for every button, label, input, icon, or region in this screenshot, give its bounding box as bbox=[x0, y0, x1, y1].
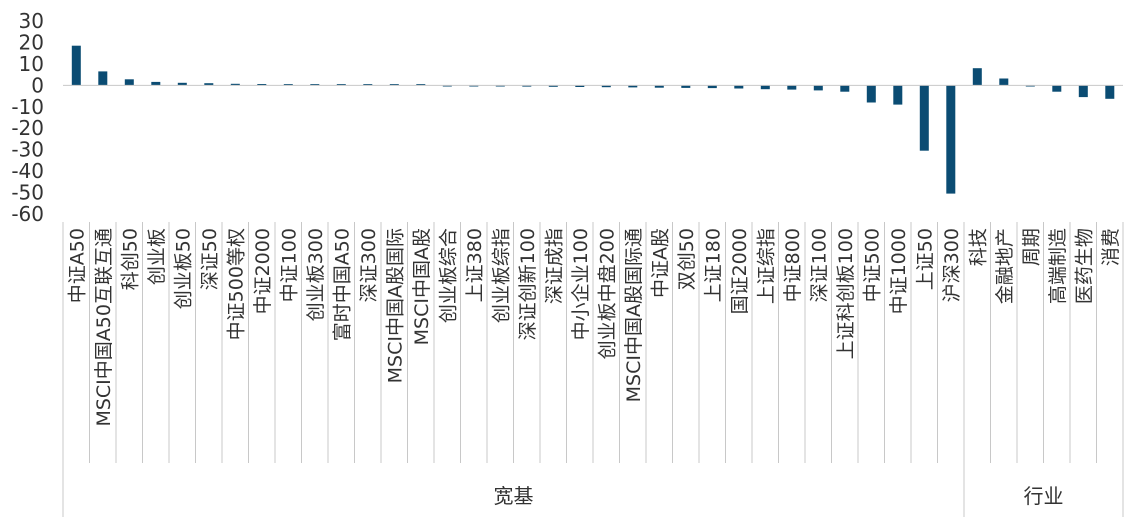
x-tick-label: 上证180 bbox=[702, 228, 724, 302]
x-tick-label: 中证100 bbox=[278, 228, 300, 302]
y-tick-label: 20 bbox=[19, 30, 44, 54]
x-tick-label: 高端制造 bbox=[1047, 228, 1069, 304]
x-tick-label: 创业板综指 bbox=[490, 228, 512, 323]
x-tick-label: 中证2000 bbox=[252, 228, 274, 314]
y-tick-label: 0 bbox=[31, 73, 44, 97]
bar bbox=[522, 85, 532, 87]
x-tick-label: MSCI中国A股 bbox=[411, 228, 433, 345]
bar bbox=[204, 83, 214, 86]
x-tick-label: 科技 bbox=[967, 228, 989, 266]
bar bbox=[866, 85, 876, 103]
x-tick-label: 沪深300 bbox=[941, 228, 963, 302]
bar bbox=[734, 85, 744, 89]
x-tick-label: 双创50 bbox=[676, 228, 698, 290]
x-tick-label: 上证科创板100 bbox=[835, 228, 857, 359]
group-label: 行业 bbox=[1024, 484, 1064, 508]
bar bbox=[98, 71, 108, 86]
y-tick-label: -30 bbox=[11, 138, 44, 162]
x-tick-label: 创业板中盘200 bbox=[596, 228, 618, 359]
x-tick-label: 金融地产 bbox=[994, 228, 1016, 304]
x-tick-label: 上证50 bbox=[914, 228, 936, 290]
bar bbox=[442, 85, 452, 87]
x-tick-label: 科创50 bbox=[119, 228, 141, 290]
y-tick-label: 10 bbox=[19, 52, 44, 76]
bar bbox=[416, 84, 426, 86]
y-tick-label: -10 bbox=[11, 95, 44, 119]
bar bbox=[230, 83, 240, 86]
bar bbox=[575, 85, 585, 87]
category-groups: 宽基 行业 bbox=[494, 484, 1064, 508]
bars bbox=[71, 45, 1115, 194]
x-tick-label: 医药生物 bbox=[1073, 228, 1095, 304]
bar bbox=[495, 85, 505, 87]
x-axis bbox=[62, 84, 1124, 517]
bar bbox=[760, 85, 770, 90]
x-tick-label: MSCI中国A股国际通 bbox=[623, 228, 645, 402]
bar bbox=[601, 85, 611, 88]
bar bbox=[654, 85, 664, 88]
bar bbox=[946, 85, 956, 194]
x-tick-label: MSCI中国A50互联互通 bbox=[93, 228, 115, 426]
x-tick-label: 深证成指 bbox=[543, 228, 565, 304]
x-tick-label: 中小企业100 bbox=[570, 228, 592, 340]
x-tick-label: 中证A股 bbox=[649, 228, 671, 298]
bar bbox=[151, 81, 161, 86]
bar bbox=[813, 85, 823, 91]
x-tick-label: 消费 bbox=[1100, 228, 1122, 266]
y-tick-label: 30 bbox=[19, 9, 44, 33]
x-tick-label: 深证300 bbox=[358, 228, 380, 302]
bar bbox=[310, 84, 320, 86]
bar bbox=[628, 85, 638, 88]
bar bbox=[972, 68, 982, 86]
x-tick-label: 国证2000 bbox=[729, 228, 751, 314]
x-tick-label: 创业板 bbox=[146, 228, 168, 285]
bar bbox=[1105, 85, 1115, 99]
bar bbox=[257, 84, 267, 86]
x-tick-label: 上证综指 bbox=[755, 228, 777, 304]
x-tick-label: 上证380 bbox=[464, 228, 486, 302]
y-tick-label: -20 bbox=[11, 116, 44, 140]
bar bbox=[71, 45, 81, 86]
x-tick-label: 深证50 bbox=[199, 228, 221, 290]
y-tick-label: -50 bbox=[11, 181, 44, 205]
y-tick-label: -60 bbox=[11, 202, 44, 226]
bar bbox=[469, 85, 479, 87]
x-tick-label: 深证100 bbox=[808, 228, 830, 302]
x-tick-label: 富时中国A50 bbox=[331, 228, 353, 341]
bar bbox=[548, 85, 558, 87]
bar bbox=[681, 85, 691, 88]
bar bbox=[283, 84, 293, 86]
x-tick-label: 创业板综合 bbox=[437, 228, 459, 323]
bar bbox=[177, 82, 187, 86]
x-tick-label: 中证A50 bbox=[66, 228, 88, 303]
bar bbox=[707, 85, 717, 89]
bar bbox=[1025, 85, 1035, 87]
x-tick-label: MSCI中国A股国际 bbox=[384, 228, 406, 383]
bar bbox=[336, 84, 346, 86]
x-axis-labels: 中证A50 MSCI中国A50互联互通 科创50 创业板 创业板50 深证50 中证500等… bbox=[66, 228, 1122, 427]
x-tick-label: 周期 bbox=[1020, 228, 1042, 266]
x-tick-label: 创业板50 bbox=[172, 228, 194, 309]
group-label: 宽基 bbox=[494, 484, 534, 508]
bar bbox=[787, 85, 797, 90]
bar bbox=[389, 84, 399, 86]
x-tick-label: 深证创新100 bbox=[517, 228, 539, 340]
x-tick-label: 中证500 bbox=[861, 228, 883, 302]
bar bbox=[1078, 85, 1088, 98]
x-tick-label: 创业板300 bbox=[305, 228, 327, 321]
x-tick-label: 中证800 bbox=[782, 228, 804, 302]
bar bbox=[919, 85, 929, 151]
bar bbox=[893, 85, 903, 105]
bar bbox=[124, 79, 134, 86]
y-tick-label: -40 bbox=[11, 159, 44, 183]
bar bbox=[999, 78, 1009, 86]
bar bbox=[1052, 85, 1062, 92]
bar bbox=[840, 85, 850, 92]
bar bbox=[363, 84, 373, 86]
x-tick-label: 中证1000 bbox=[888, 228, 910, 314]
x-tick-label: 中证500等权 bbox=[225, 228, 247, 340]
